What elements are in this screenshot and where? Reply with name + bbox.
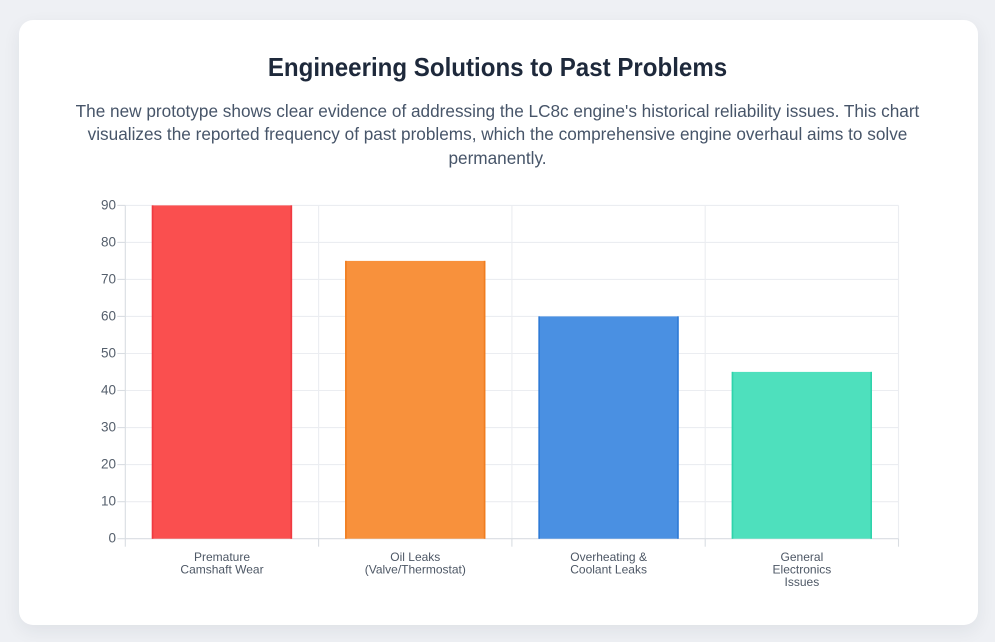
svg-text:10: 10 [101,494,116,509]
svg-text:Premature: Premature [194,550,250,564]
svg-text:80: 80 [101,234,116,249]
svg-text:Overheating &: Overheating & [570,550,647,564]
svg-text:20: 20 [101,457,116,472]
svg-text:40: 40 [101,383,116,398]
svg-text:30: 30 [101,420,116,435]
svg-text:Camshaft Wear: Camshaft Wear [180,563,263,577]
svg-text:90: 90 [101,197,116,212]
svg-text:0: 0 [108,531,116,546]
svg-text:50: 50 [101,346,116,361]
svg-text:Issues: Issues [785,575,820,589]
svg-text:Coolant Leaks: Coolant Leaks [570,563,647,577]
svg-text:70: 70 [101,271,116,286]
svg-text:60: 60 [101,308,116,323]
svg-text:Oil Leaks: Oil Leaks [390,550,440,564]
svg-text:(Valve/Thermostat): (Valve/Thermostat) [365,563,466,577]
svg-text:General: General [781,550,824,564]
svg-text:Electronics: Electronics [773,563,832,577]
